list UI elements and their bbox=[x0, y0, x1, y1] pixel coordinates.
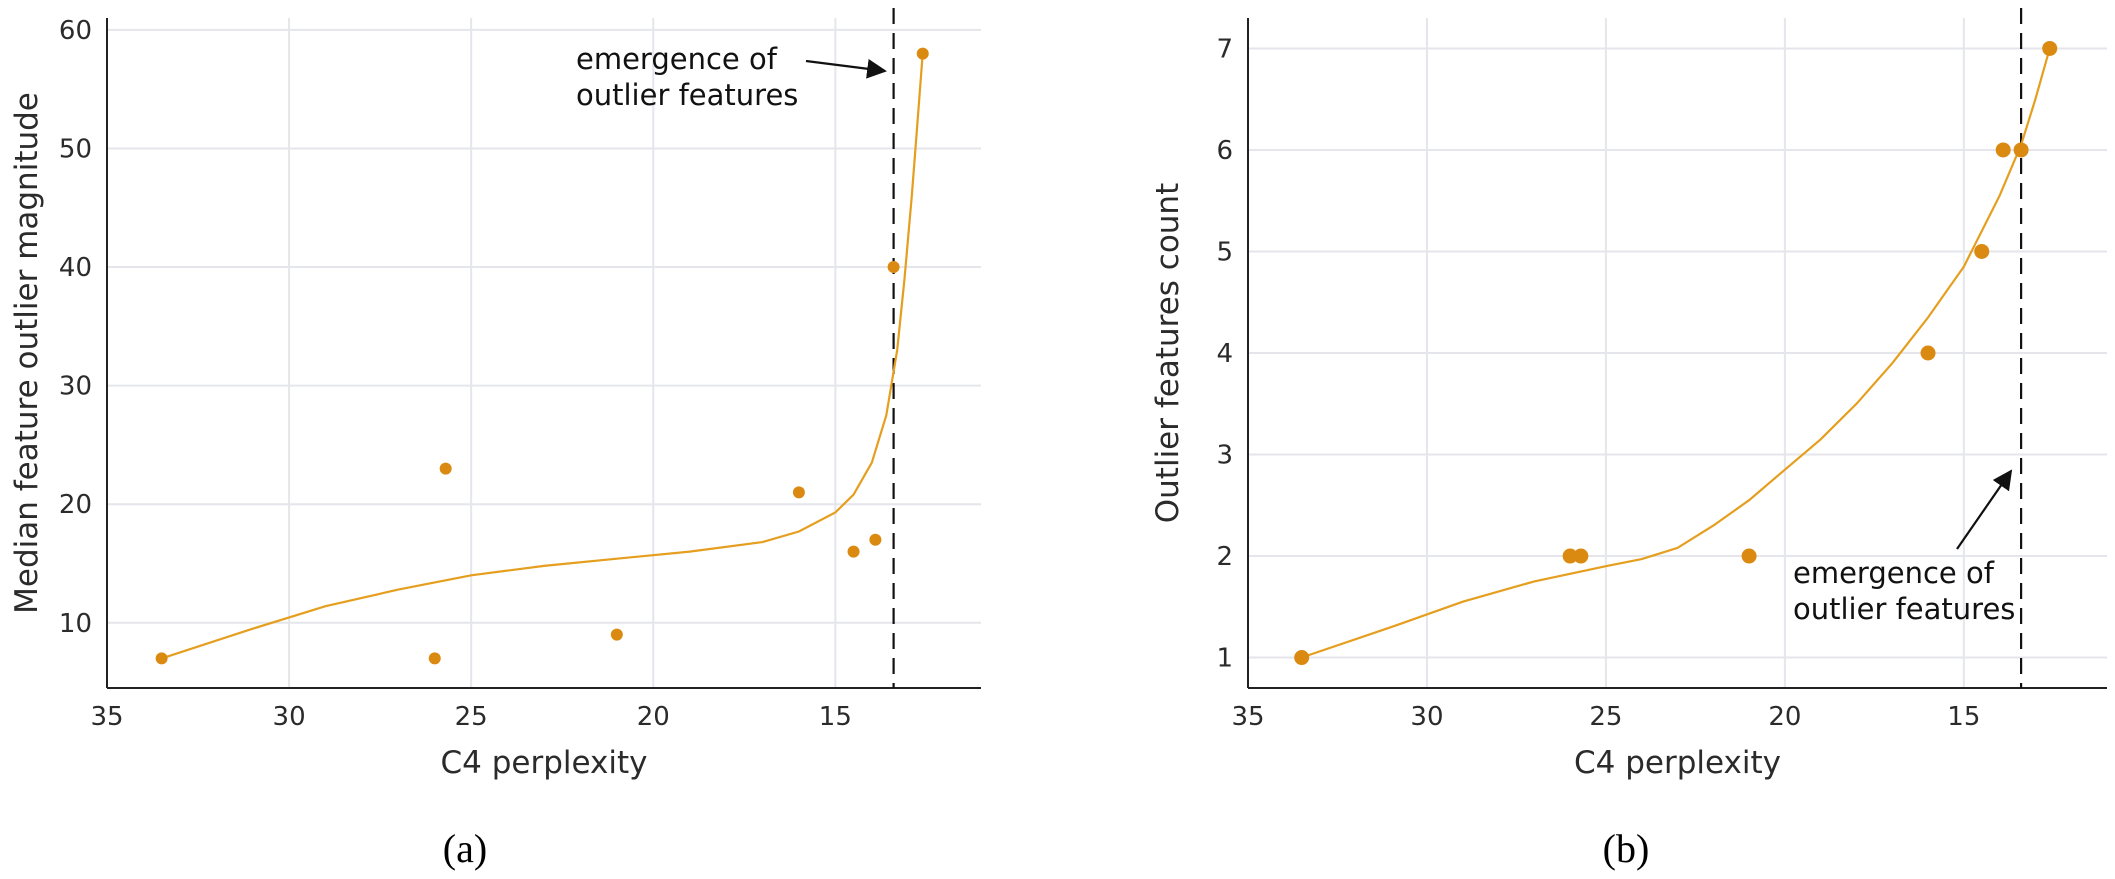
y-axis-label: Median feature outlier magnitude bbox=[9, 92, 45, 614]
data-point bbox=[1562, 548, 1578, 564]
x-tick-label: 20 bbox=[1768, 702, 1801, 732]
y-tick-label: 40 bbox=[59, 253, 92, 283]
annotation-arrow bbox=[1956, 469, 2013, 550]
y-tick-label: 7 bbox=[1216, 34, 1233, 64]
data-point bbox=[792, 486, 805, 499]
data-point bbox=[428, 652, 441, 665]
y-tick-label: 6 bbox=[1216, 136, 1233, 166]
x-tick-label: 30 bbox=[1410, 702, 1443, 732]
data-point bbox=[1573, 548, 1589, 564]
annotation-line-2: outlier features bbox=[1793, 592, 2015, 626]
annotation-line-2: outlier features bbox=[576, 78, 798, 112]
x-tick-label: 15 bbox=[1947, 702, 1980, 732]
y-tick-label: 50 bbox=[59, 134, 92, 164]
y-tick-label: 10 bbox=[59, 609, 92, 639]
annotation-line-1: emergence of bbox=[1793, 556, 1995, 590]
data-point bbox=[439, 462, 452, 475]
x-tick-label: 25 bbox=[1589, 702, 1622, 732]
x-tick-label: 35 bbox=[90, 702, 123, 732]
data-point bbox=[1920, 345, 1936, 361]
fit-curve bbox=[161, 53, 924, 660]
data-point bbox=[1294, 650, 1310, 666]
x-tick-label: 30 bbox=[273, 702, 306, 732]
data-point bbox=[869, 533, 882, 546]
data-point bbox=[2013, 142, 2029, 158]
y-tick-label: 5 bbox=[1216, 237, 1233, 267]
y-axis-label: Outlier features count bbox=[1150, 183, 1186, 524]
data-point bbox=[610, 628, 623, 641]
data-point bbox=[1974, 243, 1990, 259]
data-point bbox=[155, 652, 168, 665]
annotation-line-1: emergence of bbox=[576, 42, 778, 76]
y-tick-label: 1 bbox=[1216, 644, 1233, 674]
annotation-arrow bbox=[805, 58, 887, 79]
data-point bbox=[887, 261, 900, 274]
x-axis-label: C4 perplexity bbox=[441, 745, 648, 781]
x-axis-label: C4 perplexity bbox=[1574, 745, 1781, 781]
x-tick-label: 35 bbox=[1231, 702, 1264, 732]
data-point bbox=[916, 47, 929, 60]
panel-a: 35 30 25 20 15 10 20 30 40 50 60 C4 perplexity Media… bbox=[9, 8, 981, 871]
y-tick-label: 60 bbox=[59, 16, 92, 46]
x-tick-label: 20 bbox=[637, 702, 670, 732]
data-point bbox=[1741, 548, 1757, 564]
data-point bbox=[1995, 142, 2011, 158]
y-tick-label: 3 bbox=[1216, 441, 1233, 471]
data-point bbox=[2042, 40, 2058, 56]
y-tick-label: 30 bbox=[59, 372, 92, 402]
panel-caption: (b) bbox=[1603, 826, 1650, 871]
panel-caption: (a) bbox=[443, 826, 487, 871]
y-tick-label: 4 bbox=[1216, 339, 1233, 369]
panel-b: 35 30 25 20 15 1 2 3 4 5 6 7 C4 perplexity Outlier fe… bbox=[1150, 8, 2107, 871]
x-tick-label: 25 bbox=[455, 702, 488, 732]
y-tick-label: 2 bbox=[1216, 542, 1233, 572]
x-tick-label: 15 bbox=[819, 702, 852, 732]
y-tick-label: 20 bbox=[59, 490, 92, 520]
fit-curve bbox=[1301, 48, 2051, 659]
data-point bbox=[847, 545, 860, 558]
